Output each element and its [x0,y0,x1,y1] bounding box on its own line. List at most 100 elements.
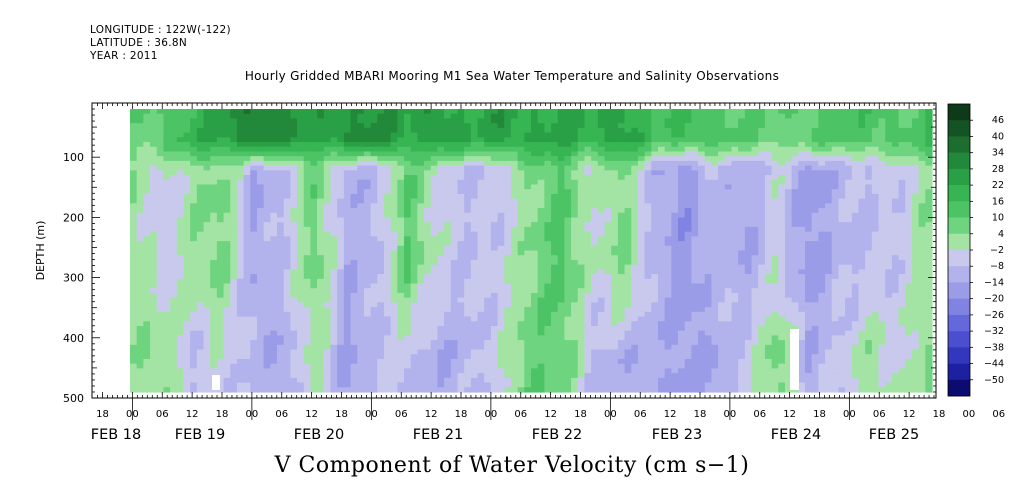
heatmap-cell [370,203,378,209]
heatmap-cell [504,132,512,138]
heatmap-cell [143,283,151,289]
heatmap-cell [236,118,245,124]
heatmap-cell [357,156,365,162]
heatmap-cell [410,335,418,341]
heatmap-cell [230,189,238,195]
heatmap-cell [637,358,646,365]
heatmap-cell [624,278,632,285]
heatmap-cell [637,255,646,261]
heatmap-cell [410,241,418,247]
heatmap-cell [377,373,385,379]
heatmap-cell [611,335,619,341]
heatmap-cell [236,245,245,252]
heatmap-cell [678,354,686,360]
heatmap-cell [130,335,138,341]
heatmap-cell [617,292,626,299]
heatmap-cell [678,170,686,176]
heatmap-cell [243,137,251,143]
heatmap-cell [490,208,499,214]
heatmap-cell [544,142,552,148]
heatmap-cell [551,236,559,242]
heatmap-cell [571,132,579,138]
heatmap-cell [470,241,479,247]
heatmap-cell [143,297,151,303]
heatmap-cell [591,269,599,275]
heatmap-cell [537,170,545,176]
heatmap-cell [130,259,138,266]
heatmap-cell [657,363,666,369]
heatmap-cell [263,179,271,186]
heatmap-cell [203,127,211,134]
heatmap-cell [404,363,412,369]
heatmap-cell [397,255,405,261]
heatmap-cell [163,321,171,327]
heatmap-cell [437,189,445,195]
heatmap-cell [584,321,592,327]
heatmap-cell [230,179,238,186]
heatmap-cell [236,189,245,195]
heatmap-cell [617,231,626,237]
heatmap-cell [383,354,392,360]
heatmap-cell [190,255,198,261]
heatmap-cell [357,193,365,200]
heatmap-cell [183,307,191,313]
heatmap-cell [256,255,265,261]
heatmap-cell [357,203,365,209]
heatmap-cell [631,193,639,200]
heatmap-cell [584,109,592,115]
heatmap-cell [277,335,285,341]
heatmap-cell [163,179,171,186]
heatmap-cell [424,325,432,332]
heatmap-cell [464,335,472,341]
heatmap-cell [624,146,632,153]
heatmap-cell [604,373,612,379]
heatmap-cell [250,175,258,181]
heatmap-cell [383,127,392,134]
heatmap-cell [270,241,278,247]
heatmap-cell [617,236,626,242]
heatmap-cell [597,302,606,308]
heatmap-cell [604,264,612,270]
heatmap-cell [383,179,392,186]
heatmap-cell [551,344,559,351]
heatmap-cell [477,198,485,204]
heatmap-cell [464,208,472,214]
heatmap-cell [263,151,271,157]
heatmap-cell [464,217,472,223]
heatmap-cell [163,363,171,369]
heatmap-cell [230,387,238,393]
heatmap-cell [270,212,278,219]
heatmap-cell [277,302,285,308]
heatmap-cell [584,302,592,308]
heatmap-cell [236,212,245,219]
heatmap-cell [510,330,519,336]
heatmap-cell [370,132,378,138]
heatmap-cell [283,288,291,294]
heatmap-cell [370,142,378,148]
heatmap-cell [256,189,265,195]
heatmap-cell [644,255,652,261]
heatmap-cell [564,387,572,393]
heatmap-cell [544,344,552,351]
heatmap-cell [490,217,499,223]
heatmap-cell [664,373,672,379]
heatmap-cell [617,160,626,167]
heatmap-cell [404,274,412,280]
heatmap-cell [517,363,525,369]
heatmap-cell [671,325,679,332]
heatmap-cell [263,193,271,200]
heatmap-cell [484,189,492,195]
heatmap-cell [571,189,579,195]
heatmap-cell [644,377,652,384]
heatmap-cell [464,165,472,171]
heatmap-cell [357,132,365,138]
heatmap-cell [510,302,519,308]
heatmap-cell [651,241,659,247]
heatmap-cell [277,358,285,365]
heatmap-cell [270,113,278,120]
heatmap-cell [577,255,586,261]
heatmap-cell [437,231,445,237]
heatmap-cell [270,118,278,124]
heatmap-cell [404,208,412,214]
heatmap-cell [557,222,566,228]
